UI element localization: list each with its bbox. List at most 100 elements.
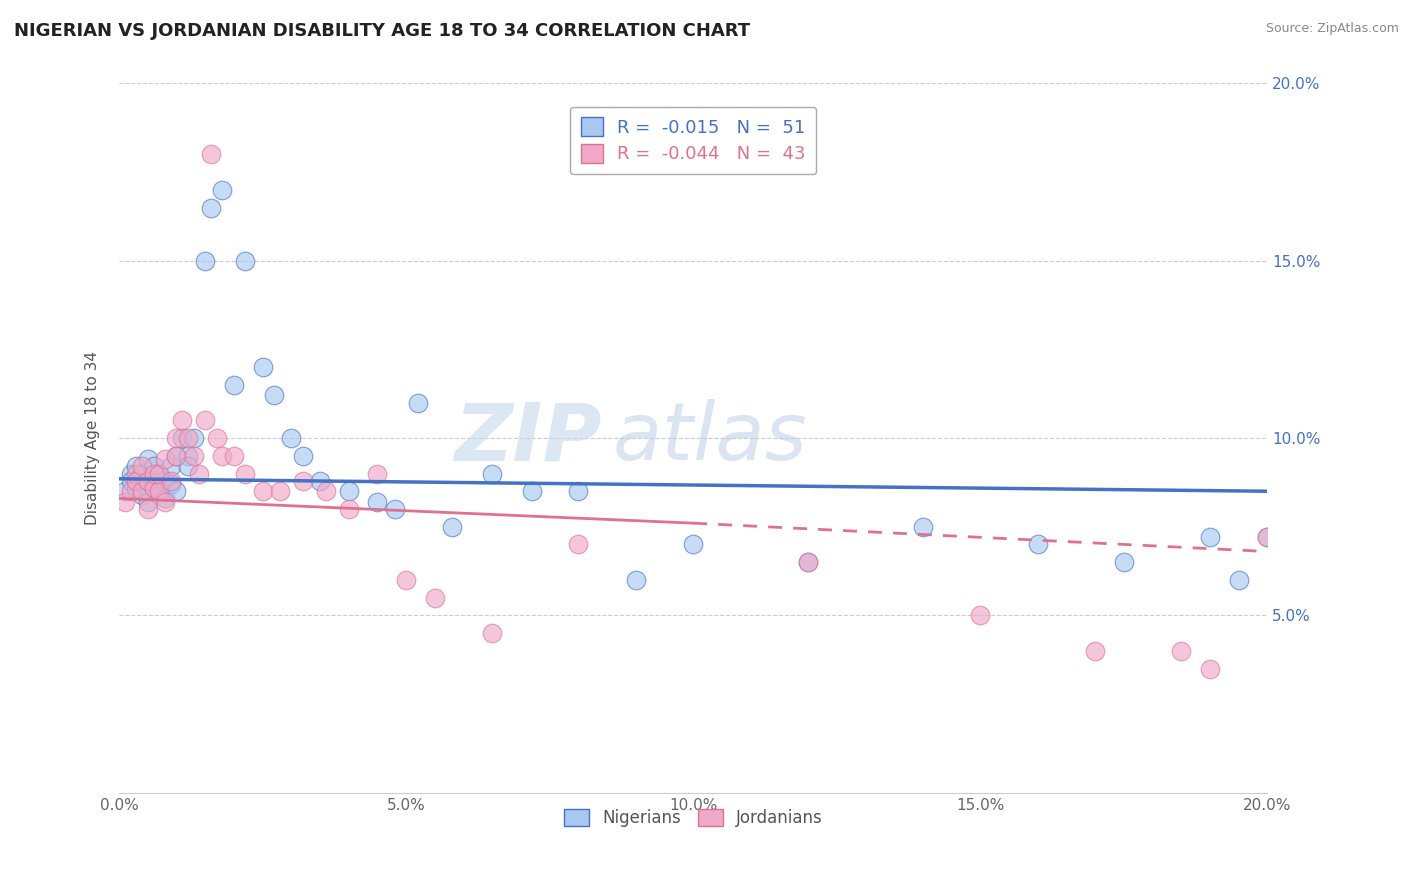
Point: [166, 449, 188, 463]
Point: [263, 388, 285, 402]
Point: [177, 449, 200, 463]
Point: [441, 519, 464, 533]
Point: [366, 467, 388, 481]
Point: [131, 459, 153, 474]
Point: [797, 555, 820, 569]
Text: Source: ZipAtlas.com: Source: ZipAtlas.com: [1265, 22, 1399, 36]
Point: [131, 484, 153, 499]
Point: [567, 537, 589, 551]
Point: [291, 474, 314, 488]
Point: [172, 413, 194, 427]
Point: [125, 459, 148, 474]
Point: [315, 484, 337, 499]
Point: [1199, 661, 1222, 675]
Point: [153, 495, 176, 509]
Point: [205, 431, 228, 445]
Point: [1112, 555, 1135, 569]
Point: [194, 413, 217, 427]
Point: [567, 484, 589, 499]
Point: [153, 474, 176, 488]
Point: [136, 474, 159, 488]
Y-axis label: Disability Age 18 to 34: Disability Age 18 to 34: [86, 351, 100, 525]
Point: [911, 519, 934, 533]
Point: [159, 459, 181, 474]
Point: [148, 467, 170, 481]
Point: [114, 484, 136, 499]
Point: [166, 449, 188, 463]
Point: [120, 474, 142, 488]
Point: [211, 449, 233, 463]
Point: [136, 452, 159, 467]
Point: [797, 555, 820, 569]
Point: [280, 431, 302, 445]
Point: [148, 467, 170, 481]
Point: [194, 253, 217, 268]
Point: [1170, 644, 1192, 658]
Point: [1199, 530, 1222, 544]
Point: [159, 477, 181, 491]
Point: [481, 467, 503, 481]
Point: [172, 431, 194, 445]
Point: [183, 431, 205, 445]
Point: [252, 484, 274, 499]
Point: [131, 488, 153, 502]
Point: [1084, 644, 1107, 658]
Point: [142, 467, 165, 481]
Point: [291, 449, 314, 463]
Point: [309, 474, 332, 488]
Point: [114, 495, 136, 509]
Point: [120, 467, 142, 481]
Point: [1256, 530, 1278, 544]
Legend: Nigerians, Jordanians: Nigerians, Jordanians: [557, 803, 830, 834]
Point: [142, 459, 165, 474]
Text: NIGERIAN VS JORDANIAN DISABILITY AGE 18 TO 34 CORRELATION CHART: NIGERIAN VS JORDANIAN DISABILITY AGE 18 …: [14, 22, 751, 40]
Point: [1026, 537, 1049, 551]
Point: [682, 537, 704, 551]
Point: [269, 484, 291, 499]
Point: [131, 467, 153, 481]
Point: [177, 431, 200, 445]
Point: [200, 201, 222, 215]
Point: [177, 459, 200, 474]
Point: [153, 491, 176, 506]
Point: [235, 253, 257, 268]
Point: [136, 474, 159, 488]
Point: [423, 591, 446, 605]
Point: [406, 395, 429, 409]
Point: [125, 481, 148, 495]
Point: [120, 484, 142, 499]
Point: [125, 474, 148, 488]
Point: [211, 183, 233, 197]
Point: [153, 452, 176, 467]
Point: [222, 377, 245, 392]
Point: [200, 147, 222, 161]
Point: [148, 484, 170, 499]
Point: [166, 431, 188, 445]
Point: [252, 360, 274, 375]
Point: [481, 626, 503, 640]
Point: [136, 502, 159, 516]
Point: [395, 573, 418, 587]
Point: [969, 608, 991, 623]
Point: [188, 467, 211, 481]
Text: atlas: atlas: [613, 399, 807, 477]
Point: [337, 502, 360, 516]
Point: [125, 467, 148, 481]
Point: [235, 467, 257, 481]
Point: [183, 449, 205, 463]
Point: [148, 484, 170, 499]
Point: [624, 573, 647, 587]
Point: [159, 474, 181, 488]
Point: [1227, 573, 1250, 587]
Point: [366, 495, 388, 509]
Point: [222, 449, 245, 463]
Text: ZIP: ZIP: [454, 399, 602, 477]
Point: [522, 484, 544, 499]
Point: [142, 481, 165, 495]
Point: [1256, 530, 1278, 544]
Point: [166, 484, 188, 499]
Point: [136, 495, 159, 509]
Point: [384, 502, 406, 516]
Point: [337, 484, 360, 499]
Point: [142, 481, 165, 495]
